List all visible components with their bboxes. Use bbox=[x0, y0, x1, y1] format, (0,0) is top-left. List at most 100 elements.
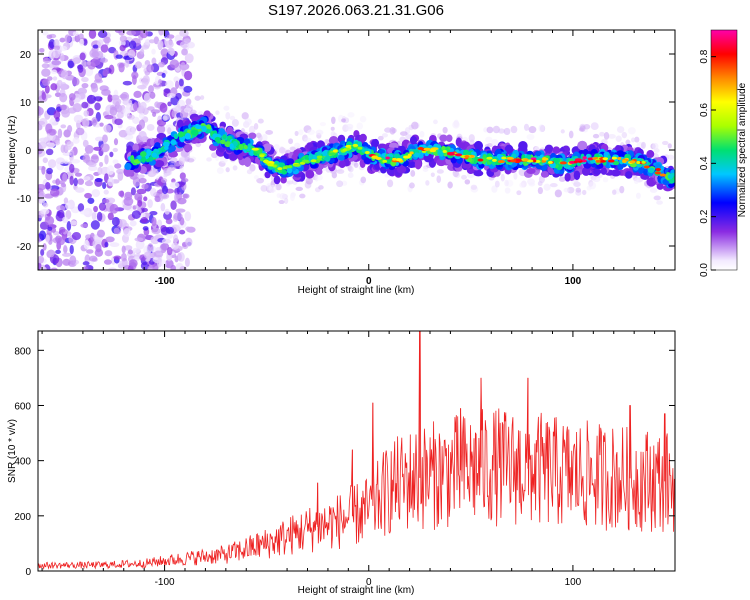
spectrogram-noise bbox=[112, 97, 122, 106]
spectrogram-speckle bbox=[261, 133, 268, 142]
spectrogram-noise bbox=[66, 141, 74, 148]
spectrogram-noise bbox=[81, 82, 89, 89]
spectrogram-speckle bbox=[200, 95, 205, 100]
spectrogram-noise bbox=[83, 110, 90, 117]
spectrogram-noise bbox=[148, 39, 155, 44]
spectrogram-peak bbox=[342, 148, 348, 152]
spectrogram-peak bbox=[251, 147, 259, 151]
spectrogram-speckle bbox=[452, 120, 460, 129]
spectrogram-speckle bbox=[215, 110, 220, 115]
colorbar-ticks: 0.0 0.2 0.4 0.6 0.8 bbox=[699, 49, 716, 277]
spectrogram-noise bbox=[112, 159, 119, 165]
spectrogram-noise bbox=[125, 125, 136, 136]
spectrogram-noise bbox=[166, 246, 173, 256]
spectrogram-speckle bbox=[265, 130, 274, 135]
spectrogram-peak bbox=[643, 165, 650, 169]
spectrogram-noise bbox=[39, 197, 46, 204]
spectrogram-ridge-outer bbox=[409, 135, 418, 145]
spectrogram-ridge-outer bbox=[262, 143, 272, 152]
spectrogram-noise bbox=[59, 92, 68, 103]
spectrogram-speckle bbox=[633, 177, 639, 185]
spectrogram-ridge-core bbox=[238, 144, 244, 151]
spectrogram-speckle bbox=[486, 126, 494, 134]
spectrogram-noise bbox=[69, 244, 74, 255]
spectrogram-noise bbox=[77, 64, 84, 73]
spectrogram-noise bbox=[118, 190, 125, 197]
spectrogram-peak bbox=[599, 157, 604, 161]
spectrogram-noise bbox=[146, 64, 154, 73]
spectrogram-noise bbox=[183, 85, 193, 93]
spectrogram-noise bbox=[151, 227, 161, 235]
spectrogram-ridge-outer bbox=[593, 168, 602, 175]
spectrogram-noise bbox=[44, 215, 55, 226]
spectrogram-peak bbox=[263, 159, 269, 163]
spectrogram-speckle bbox=[419, 130, 425, 138]
spectrogram-noise bbox=[69, 175, 74, 186]
spectrogram-noise bbox=[138, 112, 145, 120]
spectrogram-speckle bbox=[470, 184, 478, 190]
spectrogram-noise bbox=[79, 210, 90, 215]
spectrogram-noise bbox=[149, 91, 156, 99]
spectrogram-noise bbox=[57, 209, 65, 219]
spectrogram-peak bbox=[382, 159, 388, 163]
spectrogram-noise bbox=[94, 102, 101, 111]
spectrogram-noise bbox=[141, 183, 149, 190]
spectrogram-noise bbox=[161, 238, 172, 244]
spectrogram-speckle bbox=[619, 185, 625, 194]
spectrogram-noise bbox=[119, 35, 128, 43]
spectrogram-ridge-core bbox=[474, 156, 480, 163]
spectrogram-noise bbox=[139, 48, 145, 55]
spectrogram-speckle bbox=[298, 129, 304, 136]
spectrogram-noise bbox=[160, 203, 166, 212]
spectrogram-noise bbox=[136, 106, 145, 114]
colorbar-label: Normalized spectral amplitude bbox=[737, 82, 748, 217]
spectrogram-ridge-core bbox=[222, 134, 227, 140]
spectrogram-noise bbox=[45, 234, 50, 243]
colorbar-tick-label: 0.6 bbox=[699, 103, 710, 117]
spectrogram-ridge-core bbox=[308, 153, 314, 161]
spectrogram-speckle bbox=[425, 180, 430, 186]
spectrogram-noise bbox=[86, 60, 92, 66]
spectrogram-peak bbox=[469, 154, 475, 158]
spectrogram-speckle bbox=[611, 189, 617, 195]
spectrogram-noise bbox=[167, 34, 175, 39]
spectrogram-noise bbox=[47, 159, 57, 169]
spectrogram-ridge-outer bbox=[625, 171, 633, 179]
spectrogram-speckle bbox=[166, 167, 173, 176]
spectrogram-ridge-outer bbox=[264, 171, 271, 179]
spectrogram-noise bbox=[79, 52, 86, 61]
spectrogram-noise bbox=[124, 245, 133, 251]
spectrogram-ridge-outer bbox=[473, 170, 484, 177]
spectrogram-peak bbox=[486, 156, 493, 160]
spectrogram-noise bbox=[141, 77, 149, 87]
spectrogram-noise bbox=[64, 34, 71, 43]
spectrogram-speckle bbox=[588, 181, 597, 190]
spectrogram-ridge-core bbox=[647, 167, 655, 174]
spectrogram-noise bbox=[44, 84, 50, 94]
spectrogram-noise bbox=[148, 85, 154, 94]
spectrogram-noise bbox=[63, 197, 69, 205]
spectrogram-noise bbox=[147, 199, 153, 209]
spectrogram-noise bbox=[67, 125, 73, 134]
spectrogram-speckle bbox=[244, 118, 252, 126]
spectrogram-speckle bbox=[284, 197, 289, 204]
spectrogram-ridge-outer bbox=[504, 144, 514, 154]
spectrogram-ridge-core bbox=[612, 160, 620, 166]
spectrogram-noise bbox=[119, 44, 126, 52]
spectrogram-noise bbox=[41, 78, 50, 86]
spectrogram-speckle bbox=[575, 187, 582, 193]
spectrogram-noise bbox=[72, 31, 79, 37]
spectrogram-ridge-outer bbox=[414, 159, 422, 170]
spectrogram-speckle bbox=[206, 157, 212, 162]
chart-title: S197.2026.063.21.31.G06 bbox=[268, 2, 444, 19]
spectrogram-noise bbox=[126, 30, 137, 36]
spectrogram-noise bbox=[90, 220, 100, 230]
spectrogram-noise bbox=[45, 123, 53, 134]
spectrogram-noise bbox=[90, 154, 99, 164]
spectrogram-noise bbox=[102, 181, 107, 189]
spectrogram-noise bbox=[38, 261, 42, 270]
spectrogram-noise bbox=[184, 53, 194, 64]
spectrogram-speckle bbox=[635, 192, 641, 199]
spectrogram-ridge-core bbox=[191, 130, 197, 136]
